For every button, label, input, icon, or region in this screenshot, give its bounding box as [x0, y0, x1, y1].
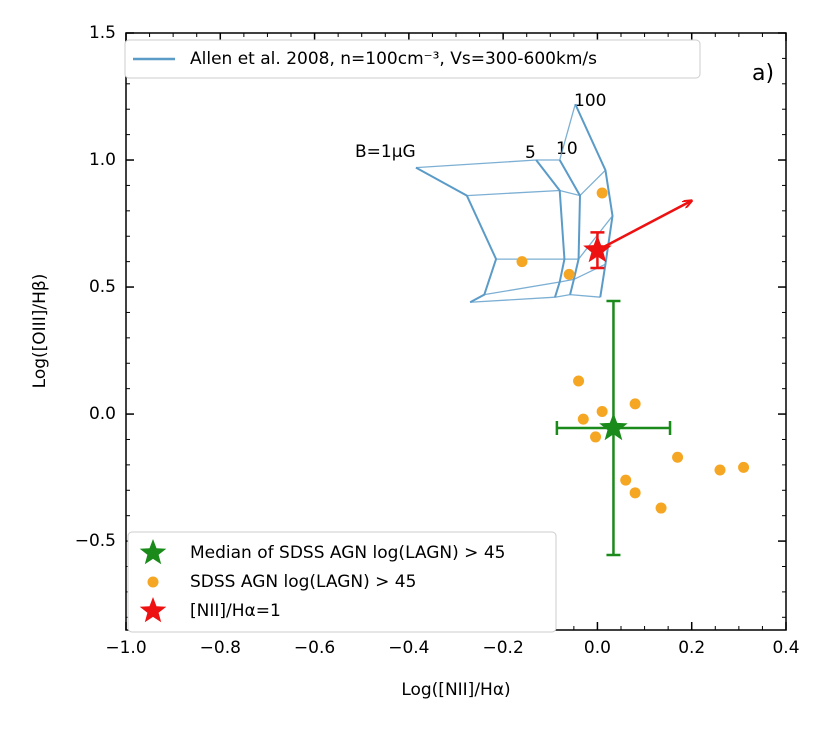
data-point — [573, 375, 585, 387]
model-label: 10 — [556, 139, 578, 159]
data-point — [596, 406, 608, 418]
x-tick-label: 0.2 — [678, 638, 705, 658]
model-cross-line — [470, 294, 601, 303]
legend: Median of SDSS AGN log(LAGN) > 45 SDSS AG… — [127, 531, 557, 633]
x-tick-label: −0.6 — [294, 638, 335, 658]
data-point — [577, 413, 589, 425]
arrow — [596, 201, 691, 252]
data-point — [655, 502, 667, 514]
x-tick-label: −0.8 — [200, 638, 241, 658]
y-tick-label: 1.0 — [89, 150, 116, 170]
legend-box — [124, 39, 701, 79]
x-tick-label: −1.0 — [105, 638, 146, 658]
data-point — [629, 398, 641, 410]
model-line — [415, 166, 498, 304]
data-point — [563, 268, 575, 280]
model-cross-line — [484, 263, 606, 296]
data-point — [516, 256, 528, 268]
y-axis-label: Log([OIII]/Hβ) — [30, 274, 50, 389]
data-point — [590, 431, 602, 443]
data-point — [620, 474, 632, 486]
model-cross-line — [466, 169, 606, 197]
legend-swatch — [139, 597, 167, 623]
legend-box — [127, 531, 557, 633]
star-marker — [583, 235, 612, 263]
star-marker — [599, 413, 628, 441]
x-tick-label: 0.0 — [584, 638, 611, 658]
y-tick-label: 0.5 — [89, 277, 116, 297]
data-point — [672, 451, 684, 463]
model-cross-line — [415, 103, 576, 169]
y-tick-label: −0.5 — [75, 531, 116, 551]
legend-swatch — [147, 576, 159, 588]
x-tick-label: 0.4 — [772, 638, 799, 658]
data-point — [738, 461, 750, 473]
y-tick-label: 1.5 — [89, 23, 116, 43]
x-axis-label: Log([NII]/Hα) — [401, 680, 510, 700]
legend-model: Allen et al. 2008, n=100cm⁻³, Vs=300-600… — [124, 39, 701, 79]
model-line — [535, 159, 566, 298]
panel-label: a) — [752, 61, 774, 86]
model-cross-line — [496, 215, 614, 260]
legend-label: [NII]/Hα=1 — [190, 601, 281, 621]
data-point — [629, 487, 641, 499]
x-tick-label: −0.4 — [388, 638, 429, 658]
y-tick-label: 0.0 — [89, 404, 116, 424]
model-label: 100 — [574, 91, 606, 111]
data-point — [714, 464, 726, 476]
legend-label: Allen et al. 2008, n=100cm⁻³, Vs=300-600… — [190, 49, 597, 69]
model-label: B=1μG — [355, 142, 416, 162]
legend-label: Median of SDSS AGN log(LAGN) > 45 — [190, 543, 505, 563]
legend-label: SDSS AGN log(LAGN) > 45 — [190, 572, 416, 592]
legend-swatch — [139, 539, 167, 565]
model-label: 5 — [525, 143, 536, 163]
x-tick-label: −0.2 — [483, 638, 524, 658]
data-point — [596, 187, 608, 199]
